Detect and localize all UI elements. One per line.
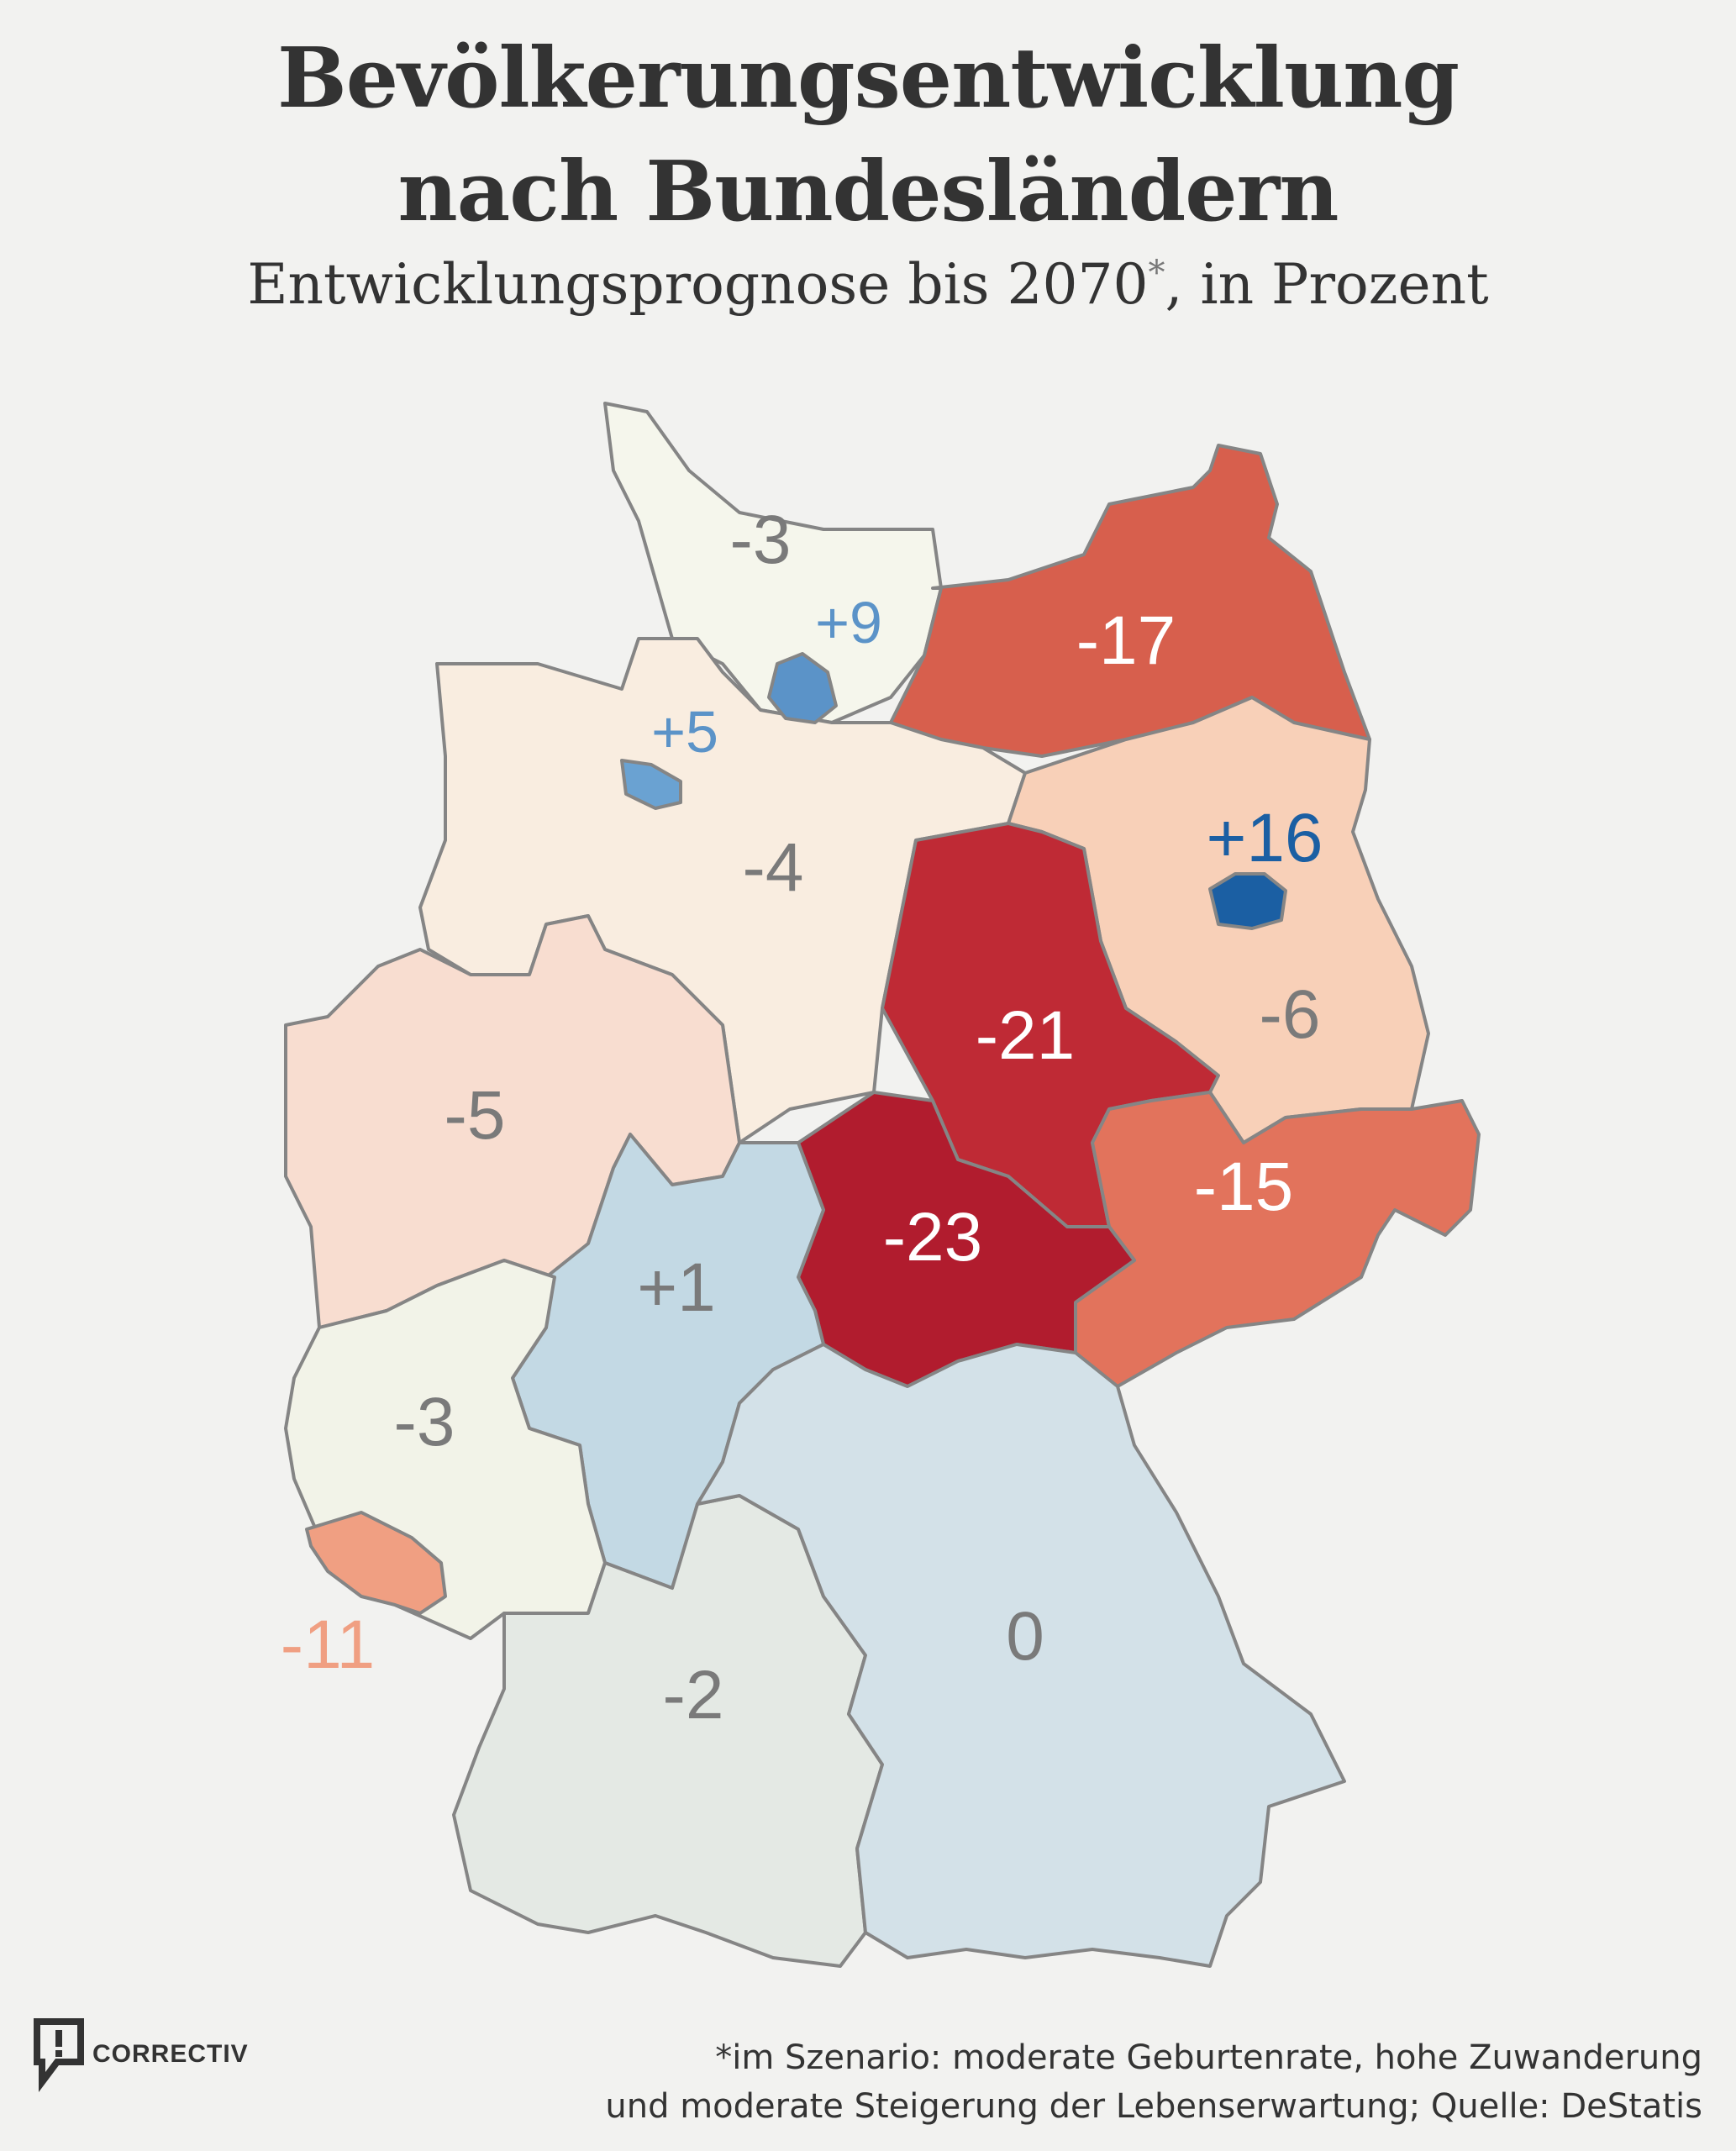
value-label-schleswig-holstein: -3	[730, 502, 792, 578]
state-saarland	[305, 1511, 447, 1615]
footnote-line-2: und moderate Steigerung der Lebenserwart…	[605, 2087, 1702, 2126]
value-label-brandenburg: -6	[1260, 976, 1321, 1053]
state-berlin	[1208, 872, 1287, 930]
state-bremen	[620, 759, 682, 810]
footnote: *im Szenario: moderate Geburtenrate, hoh…	[605, 2033, 1702, 2131]
value-label-niedersachsen: -4	[743, 829, 804, 906]
value-label-thueringen: -23	[883, 1199, 983, 1275]
speech-bubble-exclamation-icon	[34, 2018, 84, 2092]
title-line-1: Bevölkerungsentwicklung	[276, 30, 1460, 127]
subtitle-footnote-mark: *	[1148, 254, 1165, 292]
labels-layer: -3 -17 -4 -6 -21 -5 -15 -23 +1 -3 -11 -2 0 +16 +9 +5	[281, 502, 1323, 1733]
value-label-hessen: +1	[637, 1249, 716, 1326]
state-sachsen	[1074, 1091, 1481, 1388]
subtitle: Entwicklungsprognose bis 2070*, in Proze…	[0, 256, 1736, 313]
correctiv-logo: CORRECTIV	[32, 2017, 249, 2092]
value-label-sachsen-anhalt: -21	[976, 997, 1076, 1074]
states-layer	[284, 402, 1481, 1968]
value-label-rheinland-pfalz: -3	[394, 1384, 455, 1460]
logo-text: CORRECTIV	[92, 2040, 249, 2068]
value-label-baden-wuerttemberg: -2	[663, 1657, 724, 1733]
title-line-2: nach Bundesländern	[397, 144, 1339, 240]
value-label-bremen: +5	[651, 699, 718, 765]
footnote-line-1: *im Szenario: moderate Geburtenrate, hoh…	[715, 2038, 1702, 2077]
value-label-bayern: 0	[1006, 1598, 1044, 1675]
value-label-hamburg: +9	[815, 590, 882, 655]
value-label-mecklenburg-vorpommern: -17	[1076, 602, 1176, 679]
value-label-nordrhein-westfalen: -5	[445, 1077, 506, 1154]
state-bayern	[696, 1343, 1346, 1968]
state-mecklenburg-vorpommern	[889, 444, 1371, 758]
state-hamburg	[767, 652, 838, 724]
value-label-berlin: +16	[1206, 800, 1323, 876]
value-label-saarland: -11	[281, 1607, 375, 1683]
value-label-sachsen: -15	[1194, 1149, 1294, 1225]
subtitle-rest: , in Prozent	[1165, 252, 1489, 317]
subtitle-main: Entwicklungsprognose bis 2070	[247, 252, 1149, 317]
